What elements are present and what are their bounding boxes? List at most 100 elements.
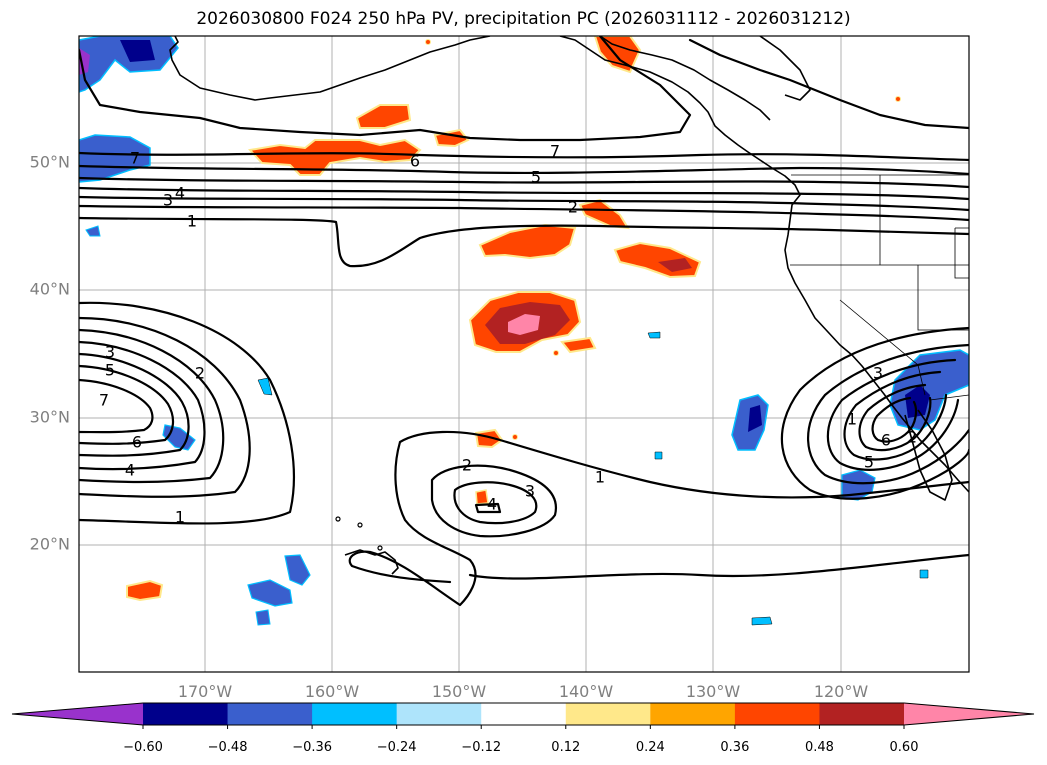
- contour-label: 3: [873, 364, 883, 383]
- precip-area: [748, 405, 762, 432]
- contour-label: 4: [487, 495, 497, 514]
- precip-area: [905, 385, 930, 418]
- latitude-labels: 50°N 40°N 30°N 20°N: [30, 153, 70, 554]
- precip-area: [751, 616, 773, 626]
- pv-contour: [79, 378, 154, 434]
- contour-label: 5: [105, 361, 115, 380]
- colorbar-segment: [819, 703, 905, 725]
- colorbar: −0.60 −0.48 −0.36 −0.24 −0.12 0.12 0.24 0.36 0.4…: [11, 702, 1035, 755]
- hawaii-islands: [344, 549, 399, 575]
- colorbar-ticks: −0.60 −0.48 −0.36 −0.24 −0.12 0.12 0.24 0.36 0.4…: [123, 725, 918, 755]
- colorbar-segment: [143, 703, 229, 725]
- pv-contour: [780, 326, 969, 500]
- precip-area: [478, 223, 577, 260]
- colorbar-segment: [565, 703, 651, 725]
- pv-contour: [79, 340, 206, 471]
- island: [357, 522, 363, 528]
- alaska-panhandle: [759, 36, 811, 101]
- precip-area: [474, 428, 504, 449]
- lat-label-50n: 50°N: [30, 153, 70, 172]
- pv-contour: [79, 216, 969, 268]
- map-panel: 7 6 5 2 7 4 3 1 3 5 7 2 6 4 1 2 3 4 1 3: [78, 35, 970, 673]
- lon-label-160w: 160°W: [305, 682, 360, 701]
- precip-area: [85, 225, 101, 237]
- precip-area: [508, 314, 540, 335]
- island: [377, 545, 383, 551]
- contour-label: 5: [864, 453, 874, 472]
- pv-contour: [79, 195, 969, 212]
- lat-label-40n: 40°N: [30, 280, 70, 299]
- precip-area: [120, 40, 155, 62]
- contour-label: 3: [105, 343, 115, 362]
- longitude-labels: 170°W 160°W 150°W 140°W 130°W 120°W: [178, 682, 869, 701]
- contour-label: 6: [132, 433, 142, 452]
- precip-area: [425, 39, 431, 45]
- pv-contour: [348, 430, 969, 607]
- baja-california: [904, 409, 953, 501]
- contour-label: 6: [881, 431, 891, 450]
- figure-title: 2026030800 F024 250 hPa PV, precipitatio…: [196, 9, 851, 29]
- contour-label: 2: [568, 198, 578, 217]
- pv-contour: [79, 364, 175, 445]
- contour-label: 1: [175, 508, 185, 527]
- colorbar-tick-label: −0.60: [123, 740, 163, 755]
- pv-contour: [843, 370, 948, 461]
- pv-contour: [79, 352, 190, 457]
- lat-label-30n: 30°N: [30, 408, 70, 427]
- colorbar-tick-label: −0.12: [461, 740, 501, 755]
- colorbar-segment: [396, 703, 482, 725]
- contour-label: 3: [525, 482, 535, 501]
- precip-area: [255, 609, 271, 626]
- pv-contour: [468, 553, 969, 580]
- precip-area: [79, 36, 179, 93]
- coastlines: [169, 36, 969, 575]
- contour-label: 7: [99, 391, 109, 410]
- pv-contour: [79, 176, 969, 189]
- pv-contour: [826, 358, 960, 471]
- gulf-of-alaska-islands: [599, 36, 771, 121]
- lat-label-20n: 20°N: [30, 535, 70, 554]
- colorbar-tick-label: 0.24: [636, 740, 665, 755]
- map-frame: [78, 35, 970, 673]
- colorbar-tick-label: −0.36: [292, 740, 332, 755]
- colorbar-segment: [481, 703, 567, 725]
- alaska-peninsula-coast: [169, 36, 491, 101]
- colorbar-segment: [650, 703, 736, 725]
- precip-area: [658, 258, 692, 272]
- precip-area: [895, 96, 901, 102]
- contour-label: 2: [195, 364, 205, 383]
- precip-positive-areas: [126, 36, 901, 602]
- contour-label: 3: [163, 191, 173, 210]
- colorbar-segment: [227, 703, 313, 725]
- pv-contour: [474, 502, 502, 514]
- contour-label: 7: [130, 149, 140, 168]
- contour-label: 2: [907, 428, 917, 447]
- precip-negative-areas: [79, 36, 969, 626]
- colorbar-tick-label: −0.48: [208, 740, 248, 755]
- contour-label: 6: [410, 152, 420, 171]
- pv-contour: [79, 301, 296, 525]
- colorbar-extend-high: [904, 703, 1034, 725]
- pv-contour: [79, 328, 225, 484]
- state-border: [954, 227, 969, 279]
- contour-label: 1: [187, 212, 197, 231]
- pv-contour: [858, 383, 932, 452]
- colorbar-tick-label: 0.48: [805, 740, 834, 755]
- lon-label-140w: 140°W: [559, 682, 614, 701]
- precip-area: [247, 579, 293, 607]
- pv-contour: [453, 481, 538, 525]
- precip-area: [126, 579, 164, 602]
- lon-label-130w: 130°W: [686, 682, 741, 701]
- precip-area: [257, 377, 273, 396]
- colorbar-tick-label: 0.60: [890, 740, 919, 755]
- contour-label: 1: [847, 410, 857, 429]
- precip-area: [284, 554, 311, 586]
- contour-label: 2: [462, 456, 472, 475]
- precip-area: [355, 104, 412, 129]
- pv-contour: [79, 36, 692, 142]
- colorbar-segment: [734, 703, 820, 725]
- pv-contour: [430, 464, 558, 538]
- precip-area: [79, 134, 151, 183]
- gridlines: [79, 36, 969, 672]
